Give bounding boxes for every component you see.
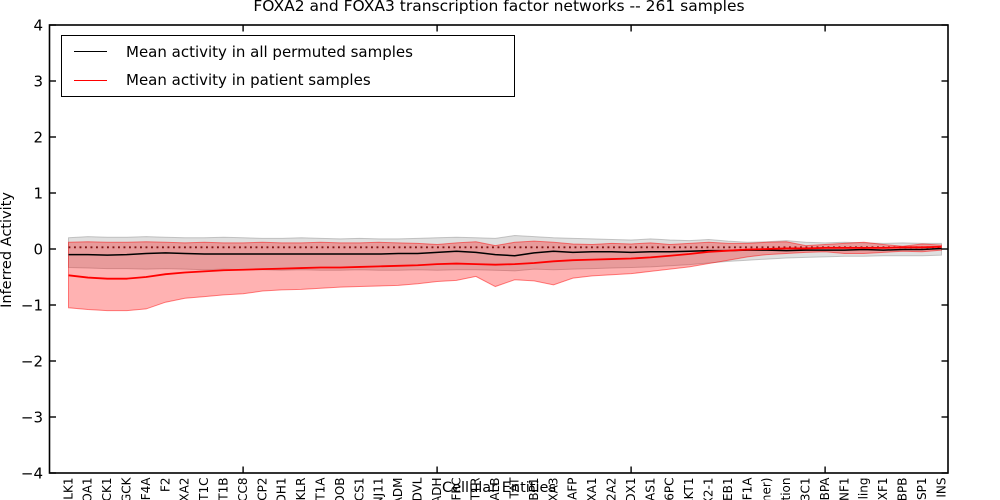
y-tick-label: −2: [21, 352, 43, 370]
patient-mean-line: [68, 245, 942, 280]
y-tick-label: 0: [33, 240, 43, 258]
x-tick-label: chromatin remodeling: [857, 478, 871, 500]
chart-title: FOXA2 and FOXA3 transcription factor net…: [253, 0, 745, 15]
x-tick-label: PCK1: [100, 478, 114, 500]
x-tick-label: AKT1: [682, 478, 696, 500]
x-tick-label: CPT1B: [217, 478, 231, 500]
x-tick-label: ALDOB: [333, 478, 347, 500]
x-tick-label: NF1: [837, 478, 851, 500]
x-tick-label: SP1: [915, 478, 929, 500]
x-tick-label: CREB1: [721, 478, 735, 500]
x-tick-label: PDX1: [624, 478, 638, 500]
x-tick-label: G6PC: [663, 478, 677, 500]
y-tick-label: −3: [21, 408, 43, 426]
y-tick-label: 4: [33, 16, 43, 34]
x-tick-label: BDH1: [275, 478, 289, 500]
x-tick-label: INS: [934, 478, 948, 498]
x-tick-label: CPT1A: [314, 477, 328, 500]
x-tick-label: DLK1: [61, 478, 75, 500]
x-tick-label: TFRC: [449, 478, 463, 500]
x-tick-label: SLC2A2: [605, 478, 619, 500]
y-tick-label: 3: [33, 72, 43, 90]
legend-box: Mean activity in all permuted samples Me…: [61, 35, 515, 97]
x-tick-label: FOXF1: [876, 478, 890, 500]
legend-entry-patient: Mean activity in patient samples: [62, 67, 514, 93]
x-tick-label: HADH: [430, 478, 444, 500]
x-tick-label: GCK: [120, 476, 134, 500]
legend-label-patient: Mean activity in patient samples: [126, 71, 371, 90]
x-axis-title: Cellular Entities: [441, 480, 557, 496]
x-tick-label: HNF1A (dimer): [760, 478, 774, 500]
x-tick-label: response to starvation: [779, 478, 793, 500]
y-tick-label: −4: [21, 464, 43, 482]
x-tick-label: IGFBP1: [527, 478, 541, 500]
x-tick-label: HNF1A: [740, 477, 754, 500]
x-tick-label: CEBPA: [818, 477, 832, 500]
y-tick-label: −1: [21, 296, 43, 314]
x-tick-label: APOA1: [81, 478, 95, 500]
x-tick-label: UCP2: [255, 478, 269, 500]
x-tick-label: AFP: [566, 478, 580, 500]
y-axis-title: Inferred Activity: [0, 192, 15, 308]
x-tick-label: FOXA3: [546, 478, 560, 500]
x-tick-label: HMGCS1: [352, 478, 366, 500]
legend-label-permuted: Mean activity in all permuted samples: [126, 42, 413, 61]
permuted-mean-line: [68, 247, 942, 257]
x-tick-label: CPT1C: [197, 478, 211, 500]
x-tick-label: NKX2-1: [702, 478, 716, 500]
y-tick-label: 2: [33, 128, 43, 146]
legend-entry-permuted: Mean activity in all permuted samples: [62, 39, 514, 65]
x-tick-label: TTR: [469, 478, 483, 500]
patient-line-swatch: [74, 79, 107, 81]
y-tick-label: 1: [33, 184, 43, 202]
x-tick-label: CEBPB: [896, 478, 910, 500]
x-tick-label: FOXA2: [178, 478, 192, 500]
x-tick-label: TAT: [508, 477, 522, 500]
x-tick-label: F2: [158, 478, 172, 493]
x-tick-label: KCNJ11: [372, 478, 386, 500]
x-tick-label: ABCC8: [236, 478, 250, 500]
x-tick-label: ALB: [488, 478, 502, 500]
x-tick-label: NR3C1: [799, 478, 813, 500]
x-tick-label: HNF4A: [139, 477, 153, 500]
permuted-std-band: [68, 235, 942, 272]
x-tick-label: ALAS1: [643, 478, 657, 500]
x-tick-label: FOXA1: [585, 478, 599, 500]
x-tick-label: ACADM: [391, 478, 405, 500]
permuted-line-swatch: [74, 51, 107, 53]
x-tick-label: PKLR: [294, 478, 308, 500]
x-tick-label: ACADVL: [411, 477, 425, 500]
patient-std-band: [68, 240, 942, 312]
